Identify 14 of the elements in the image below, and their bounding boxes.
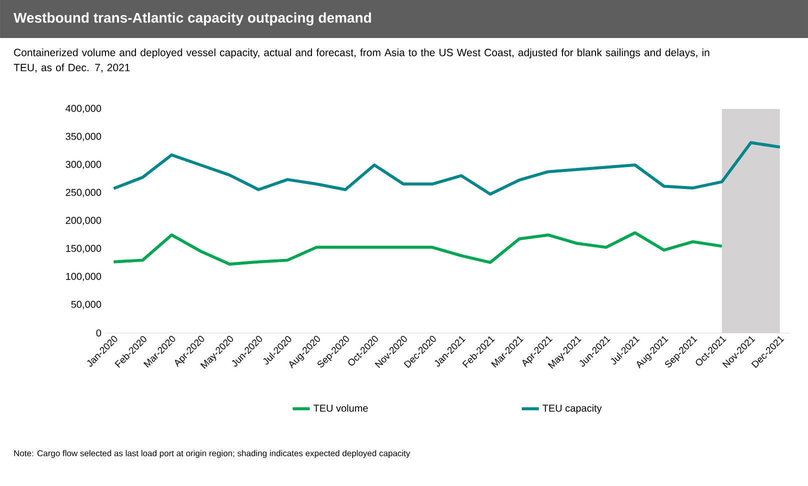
chart-subtitle: Containerized volume and deployed vessel capacity, actual and forecast, from Asia to the US West Coast, adjusted for blank sailings and delays, in TEU, as of Dec. 7, 2021 xyxy=(14,48,710,72)
text: Note: Cargo flow selected as last load port at origin region; shading indicates expected deployed capacity xyxy=(14,450,410,458)
y-tick-label: 200,000 xyxy=(66,216,102,226)
y-tick-label: 300,000 xyxy=(66,160,102,170)
legend-label: TEU capacity xyxy=(542,404,602,414)
y-tick-label: 400,000 xyxy=(66,104,102,114)
y-tick-label: 150,000 xyxy=(66,244,102,254)
y-tick-label: 50,000 xyxy=(71,300,102,310)
y-tick-label: 0 xyxy=(96,329,102,337)
y-tick-label: 100,000 xyxy=(66,272,102,282)
legend-label: TEU volume xyxy=(313,404,368,412)
y-tick-label: 250,000 xyxy=(66,188,102,198)
y-tick-label: 350,000 xyxy=(66,132,102,142)
chart-title: Westbound trans-Atlantic capacity outpacing demand xyxy=(14,12,371,26)
